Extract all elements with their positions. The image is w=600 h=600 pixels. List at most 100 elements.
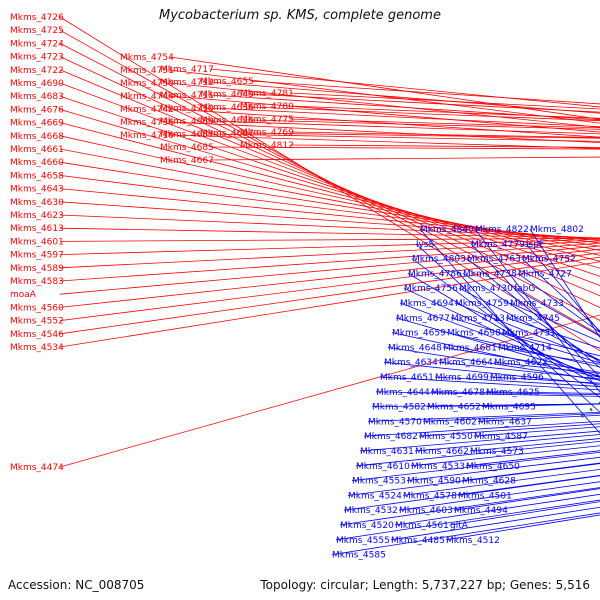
reverse-gene-label: Mkms_4485 [391,536,445,546]
forward-label-leader [289,144,600,148]
reverse-label-leader [339,487,600,526]
reverse-gene-label: Mkms_4802 [530,225,584,235]
reverse-gene-label: Mkms_4561 [395,521,449,531]
reverse-label-leader [399,302,600,378]
reverse-label-leader [407,273,600,388]
reverse-gene-label: Mkms_4759 [455,299,509,309]
reverse-label-leader [529,228,600,339]
forward-gene-label: Mkms_4667 [160,156,214,166]
forward-gene-label: Mkms_4643 [10,185,64,195]
reverse-label-leader [505,317,600,349]
reverse-gene-label: Mkms_4738 [463,269,517,279]
reverse-gene-label: Mkms_4727 [518,269,572,279]
reverse-label-leader [367,411,600,422]
reverse-label-leader [398,481,600,511]
reverse-gene-label: Mkms_4553 [352,477,406,487]
reverse-gene-label: Mkms_4550 [419,432,473,442]
forward-label-leader [59,148,600,251]
forward-gene-label: Mkms_4812 [240,141,294,151]
reverse-label-leader [419,228,600,434]
forward-gene-label: Mkms_4560 [10,303,64,313]
reverse-gene-label: Mkms_4533 [411,462,465,472]
reverse-gene-label: Mkms_4733 [510,299,564,309]
forward-gene-label: Mkms_4751 [120,66,174,76]
reverse-gene-label: Mkms_4602 [423,417,477,427]
forward-label-leader [249,80,600,105]
reverse-label-leader [379,376,600,391]
forward-label-leader [169,69,600,124]
reverse-gene-label: Mkms_4779 [471,240,525,250]
forward-gene-label: Mkms_4676 [10,105,64,115]
length-label: Length: [372,578,419,592]
reverse-gene-label: ispF [526,240,544,250]
forward-gene-label: Mkms_4683 [10,92,64,102]
forward-gene-label: Mkms_4725 [10,26,64,36]
reverse-label-leader [426,403,600,407]
reverse-gene-label: Mkms_4698 [447,329,501,339]
forward-gene-label: Mkms_4534 [10,343,64,353]
reverse-gene-label: Mkms_4622 [494,358,548,368]
reverse-label-leader [335,499,600,541]
forward-label-leader [59,175,600,244]
genes-value: 5,516 [555,578,590,592]
reverse-label-leader [375,391,600,397]
forward-label-leader [169,82,600,128]
reverse-gene-label: Mkms_4628 [462,477,516,487]
accession-footer: Accession: NC_008705 [8,578,144,592]
reverse-gene-label: Mkms_4570 [368,417,422,427]
forward-gene-label: Mkms_4583 [10,277,64,287]
reverse-label-leader [446,332,600,368]
reverse-label-leader [489,376,600,384]
forward-gene-label: Mkms_4589 [10,264,64,274]
forward-gene-label: Mkms_4742 [120,105,174,115]
forward-gene-label: Mkms_4750 [120,79,174,89]
map-title: Mycobacterium sp. KMS, complete genome [159,8,441,23]
reverse-label-leader [343,474,600,511]
accession-value: NC_008705 [75,578,145,592]
forward-gene-label: Mkms_4685 [160,143,214,153]
forward-gene-label: Mkms_4636 [200,103,254,113]
forward-gene-label: Mkms_4546 [10,330,64,340]
reverse-gene-label: Mkms_4652 [427,403,481,413]
reverse-gene-label: Mkms_4682 [364,432,418,442]
reverse-label-leader [347,463,600,496]
reverse-gene-label: Mkms_4625 [486,388,540,398]
forward-gene-label: Mkms_4623 [10,211,64,221]
forward-gene-label: Mkms_4780 [240,102,294,112]
reverse-gene-label: Mkms_4786 [408,269,462,279]
reverse-gene-label: Mkms_4756 [404,284,458,294]
forward-label-leader [209,94,600,121]
forward-gene-label: Mkms_4613 [10,224,64,234]
forward-label-leader [59,245,600,295]
reverse-label-leader [422,413,600,422]
forward-label-leader [59,188,600,242]
reverse-gene-label: Mkms_4582 [372,403,426,413]
forward-label-leader [59,135,600,256]
reverse-label-leader [434,376,600,387]
reverse-gene-label: Mkms_4637 [478,417,532,427]
topology-label: Topology: [260,578,317,592]
forward-gene-label: Mkms_4781 [240,89,294,99]
reverse-label-leader [406,456,600,481]
forward-label-leader [169,108,600,138]
forward-gene-label: Mkms_4724 [10,39,64,49]
reverse-label-leader [458,287,600,361]
forward-label-leader [59,240,600,269]
forward-label-leader [289,92,600,110]
forward-gene-label: Mkms_4726 [10,13,64,23]
forward-gene-label: Mkms_4689 [160,117,214,127]
reverse-gene-label: lysS [416,240,435,250]
forward-label-leader [209,68,600,108]
forward-gene-label: Mkms_4669 [10,119,64,129]
reverse-gene-label: Mkms_4494 [454,506,508,516]
reverse-label-leader [513,287,600,337]
forward-gene-label: moaA [10,290,37,300]
forward-gene-label: Mkms_4597 [10,251,64,261]
forward-label-leader [249,93,600,113]
reverse-gene-label: Mkms_4610 [356,462,410,472]
reverse-label-leader [474,228,600,393]
forward-gene-label: Mkms_4687 [160,130,214,140]
forward-gene-label: Mkms_4754 [120,53,174,63]
reverse-label-leader [383,361,600,385]
